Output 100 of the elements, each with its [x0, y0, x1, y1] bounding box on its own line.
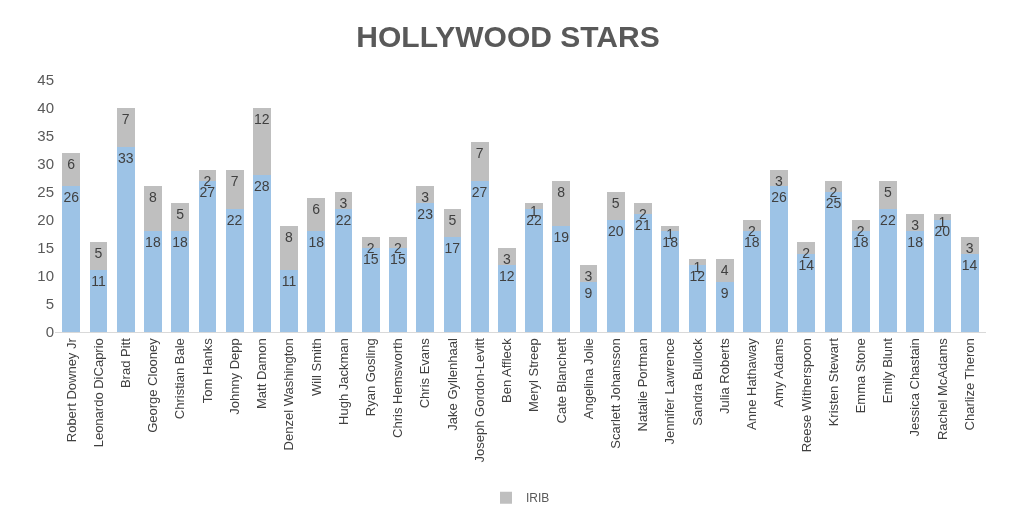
- data-label: 17: [444, 239, 461, 256]
- bar: [307, 197, 326, 232]
- bar: [89, 270, 108, 332]
- x-tick-label: Reese Witherspoon: [798, 338, 814, 453]
- x-tick-label: Ben Affleck: [499, 337, 515, 404]
- x-tick-label: Leonardo DiCaprio: [90, 338, 106, 448]
- data-label: 28: [254, 178, 270, 195]
- data-label: 3: [911, 217, 920, 234]
- x-tick-label: Denzel Washington: [281, 338, 297, 451]
- x-tick-label: Christian Bale: [172, 338, 188, 420]
- data-label: 12: [254, 111, 270, 127]
- bar: [443, 236, 462, 332]
- data-label: 3: [965, 239, 974, 256]
- x-tick-label: Meryl Streep: [526, 338, 542, 412]
- y-tick-label: 40: [37, 99, 54, 117]
- y-tick-label: 35: [37, 127, 54, 145]
- bar: [960, 253, 979, 332]
- x-tick-label: Will Smith: [308, 338, 324, 396]
- bar: [606, 192, 625, 220]
- y-tick-label: 45: [37, 71, 54, 89]
- data-label: 3: [584, 267, 593, 284]
- x-tick-label: Kristen Stewart: [825, 337, 841, 427]
- data-label: 5: [611, 195, 620, 211]
- x-tick-label: Jake Gyllenhaal: [444, 338, 460, 431]
- data-label: 5: [448, 211, 457, 228]
- data-label: 26: [63, 189, 80, 206]
- data-label: 9: [720, 284, 729, 301]
- x-tick-label: Scarlett Johansson: [608, 338, 624, 449]
- bar: [498, 264, 516, 332]
- bar: [525, 208, 543, 332]
- bar: [715, 281, 734, 332]
- x-tick-label: Rachel McAdams: [934, 337, 950, 441]
- bar: [171, 203, 190, 232]
- data-label: 3: [339, 195, 348, 211]
- data-label: 7: [475, 144, 484, 161]
- bar: [280, 225, 298, 271]
- y-tick-label: 10: [37, 267, 54, 285]
- data-label: 5: [176, 206, 185, 223]
- x-tick-label: Emma Stone: [853, 338, 869, 414]
- x-tick-label: Anne Hathaway: [744, 337, 760, 430]
- data-label: 6: [312, 200, 321, 217]
- bar: [879, 180, 897, 209]
- bar: [307, 231, 326, 332]
- bar: [606, 220, 625, 332]
- data-label: 7: [121, 111, 130, 127]
- data-label: 18: [145, 234, 161, 251]
- data-label: 18: [172, 234, 189, 251]
- data-label: 23: [417, 206, 434, 223]
- x-tick-label: Charlize Theron: [961, 338, 977, 431]
- x-tick-label: Cate Blanchett: [553, 337, 569, 424]
- bar: [552, 180, 571, 226]
- data-label: 8: [285, 228, 294, 245]
- data-label: 26: [771, 189, 787, 206]
- data-label: 8: [557, 183, 566, 200]
- x-tick-label: Tom Hanks: [199, 337, 215, 404]
- data-label: 22: [226, 211, 243, 228]
- x-tick-label: Amy Adams: [771, 337, 787, 408]
- data-label: 3: [421, 189, 430, 206]
- data-label: 33: [117, 150, 134, 167]
- y-tick-label: 25: [37, 183, 54, 201]
- bar: [253, 175, 271, 332]
- x-tick-label: Robert Downey Jr: [63, 337, 79, 443]
- bar: [62, 186, 81, 332]
- bar: [416, 203, 435, 332]
- data-label: 3: [775, 172, 784, 189]
- data-label: 22: [880, 211, 896, 228]
- data-label: 14: [961, 256, 978, 273]
- bar: [225, 208, 244, 332]
- bar: [280, 270, 298, 332]
- x-tick-label: Julia Roberts: [716, 337, 732, 415]
- data-label: 5: [94, 245, 103, 262]
- y-tick-label: 0: [45, 323, 54, 341]
- data-label: 11: [91, 273, 106, 290]
- x-tick-label: Joseph Gordon-Levitt: [471, 337, 487, 463]
- data-label: 18: [907, 234, 924, 251]
- data-label: 5: [884, 183, 892, 200]
- data-label: 18: [308, 234, 325, 251]
- x-tick-label: Brad Pitt: [118, 337, 134, 389]
- bar: [62, 152, 81, 187]
- data-label: 20: [607, 223, 624, 239]
- bar: [144, 231, 162, 332]
- data-label: 9: [584, 284, 593, 301]
- bar: [661, 231, 680, 332]
- data-label: 3: [502, 251, 511, 267]
- y-tick-label: 30: [37, 155, 54, 173]
- x-tick-label: Hugh Jackman: [335, 338, 351, 425]
- y-tick-label: 15: [37, 239, 54, 257]
- data-label: 19: [553, 228, 570, 245]
- x-tick-label: George Clooney: [145, 337, 161, 433]
- data-label: 12: [499, 267, 515, 284]
- bar: [470, 141, 489, 181]
- x-tick-label: Natalie Portman: [635, 338, 651, 432]
- data-label: 27: [471, 183, 488, 200]
- x-tick-label: Sandra Bullock: [689, 337, 705, 426]
- data-label: 11: [281, 273, 297, 290]
- y-tick-label: 20: [37, 211, 54, 229]
- bar: [552, 225, 571, 332]
- data-label: 7: [230, 172, 239, 189]
- bar: [334, 208, 353, 332]
- x-tick-label: Chris Hemsworth: [390, 338, 406, 438]
